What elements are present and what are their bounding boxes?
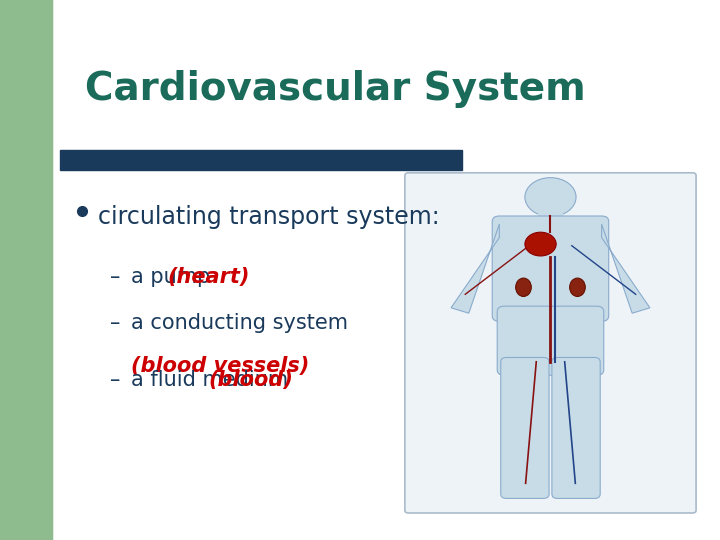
Text: Cardiovascular System: Cardiovascular System xyxy=(85,70,586,108)
FancyBboxPatch shape xyxy=(492,216,608,321)
Bar xyxy=(60,150,462,170)
Polygon shape xyxy=(602,224,650,313)
Ellipse shape xyxy=(516,278,531,296)
Text: circulating transport system:: circulating transport system: xyxy=(98,205,440,229)
FancyBboxPatch shape xyxy=(500,357,549,498)
Bar xyxy=(538,200,563,224)
Text: (blood): (blood) xyxy=(208,370,293,390)
Text: –: – xyxy=(110,370,120,390)
Text: –: – xyxy=(110,313,120,333)
Text: a fluid medium: a fluid medium xyxy=(132,370,295,390)
Bar xyxy=(0,0,60,540)
Ellipse shape xyxy=(570,278,585,296)
Text: a conducting system: a conducting system xyxy=(132,313,348,333)
Text: –: – xyxy=(110,267,120,287)
FancyBboxPatch shape xyxy=(53,0,717,540)
FancyBboxPatch shape xyxy=(498,306,604,375)
Text: a pump: a pump xyxy=(132,267,217,287)
Text: (heart): (heart) xyxy=(167,267,250,287)
Text: (blood vessels): (blood vessels) xyxy=(132,356,310,376)
FancyBboxPatch shape xyxy=(405,173,696,513)
FancyBboxPatch shape xyxy=(552,357,600,498)
Circle shape xyxy=(525,178,576,217)
Circle shape xyxy=(525,232,556,256)
Polygon shape xyxy=(451,224,500,313)
